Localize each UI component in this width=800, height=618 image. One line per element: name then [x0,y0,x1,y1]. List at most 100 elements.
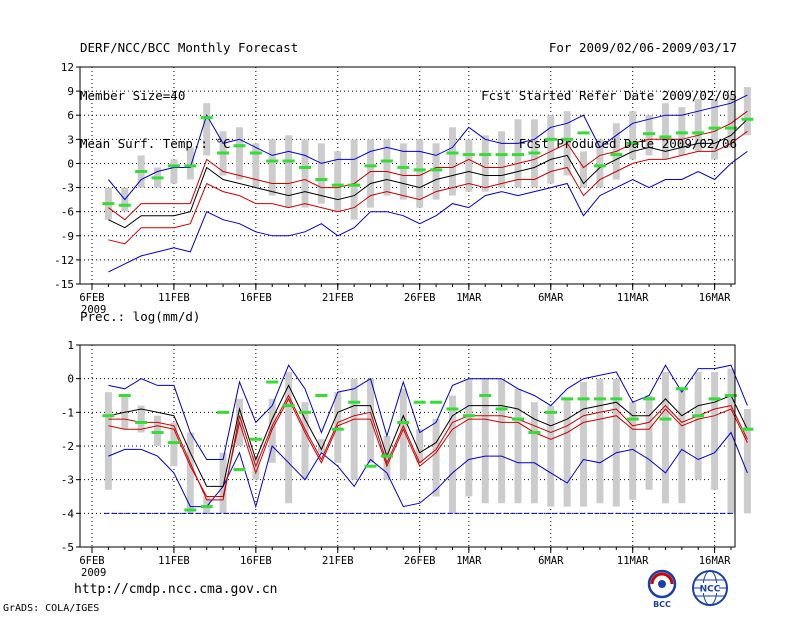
spread-box [645,395,653,490]
y-tick-label: 0 [67,373,74,386]
ncc-globe-icon: NCC [692,570,728,606]
median-marker [692,414,705,418]
spread-box [350,139,358,220]
spread-box [547,115,555,184]
y-tick-label: -3 [61,474,74,487]
median-marker [479,153,492,157]
median-marker [233,144,246,148]
median-marker [610,397,623,401]
median-marker [397,420,410,424]
spread-box [694,99,702,152]
median-marker [102,414,115,418]
median-marker [593,164,606,168]
median-marker [479,394,492,397]
y-tick-label: -15 [54,278,74,291]
x-tick-label: 26FEB [404,555,436,567]
spread-box [154,415,162,446]
spread-box [203,496,211,514]
spread-box [645,115,653,156]
median-marker [675,131,688,135]
spread-box [743,408,751,514]
y-tick-label: -6 [61,206,74,219]
x-tick-label: 1MAR [456,555,482,567]
median-marker [200,505,213,509]
median-marker [331,183,344,187]
spread-box [498,378,506,504]
median-marker [282,404,295,408]
median-marker [299,410,311,414]
spread-box [416,429,424,463]
spread-box [186,147,194,180]
spread-box [678,388,686,504]
spread-box [563,398,571,507]
ncc-logo: NCC [688,568,732,608]
spread-box [530,402,538,504]
spread-box [661,371,669,504]
median-marker [692,131,705,135]
footer-url[interactable]: http://cmdp.ncc.cma.gov.cn [74,582,278,597]
spread-box [301,139,309,208]
grads-credit: GrADS: COLA/IGES [3,603,100,614]
median-marker [266,159,279,163]
y-tick-label: -4 [61,507,75,520]
y-tick-label: 9 [67,85,74,98]
spread-box [252,143,260,188]
spread-box [334,392,342,463]
spread-box [170,159,178,184]
x-tick-label: 21FEB [322,292,354,304]
spread-box [711,371,719,490]
median-marker [249,151,262,155]
median-marker [643,132,656,136]
spread-box [481,135,489,192]
spread-box [367,378,375,463]
median-marker [184,508,197,512]
median-marker [299,165,311,169]
x-tick-label: 16FEB [240,292,272,304]
y-tick-label: -2 [61,440,74,453]
spread-box [317,143,325,204]
series-upper-quartile-line [108,110,748,221]
spread-box [350,378,358,480]
y-tick-label: -5 [61,541,74,554]
series-upper-quartile-line [108,397,748,497]
median-marker [577,397,590,401]
spread-box [596,378,604,504]
x-tick-label: 16MAR [699,555,731,567]
spread-box [317,439,325,453]
median-marker [135,420,148,424]
y-tick-label: -12 [54,254,74,267]
x-tick-label: 16MAR [699,292,731,304]
median-marker [167,441,180,445]
spread-box [547,405,555,507]
y-tick-label: -1 [61,406,74,419]
spread-box [629,402,637,500]
spread-box [137,405,145,433]
median-marker [151,176,164,180]
spread-box [219,452,227,514]
x-tick-label: 6FEB [79,292,104,304]
series-upper-line [108,364,748,460]
header-right: For 2009/02/06-2009/03/17 Fcst Started R… [481,10,737,169]
median-marker [659,417,672,421]
x-tick-label: 1MAR [456,292,482,304]
spread-box [367,139,375,208]
median-marker [610,153,623,157]
spread-box [465,139,473,192]
spread-box [268,139,276,196]
spread-box [399,388,407,480]
x-tick-label: 6MAR [538,555,564,567]
spread-box [678,107,686,156]
temperature-panel: -15 -12 -9 -6 -3 0 3 6 9 12 6FEB 11FEB 16FEB 21FEB 26F… [54,61,754,316]
spread-box [235,127,243,180]
spread-box [416,139,424,208]
spread-box [514,388,522,504]
median-marker [561,397,574,401]
median-marker [397,165,410,169]
spread-box [268,398,276,463]
chart-title: DERF/NCC/BCC Monthly Forecast [80,40,299,55]
median-marker [725,126,737,130]
spread-box [432,419,440,497]
spread-box [612,378,620,507]
spread-box [285,135,293,208]
